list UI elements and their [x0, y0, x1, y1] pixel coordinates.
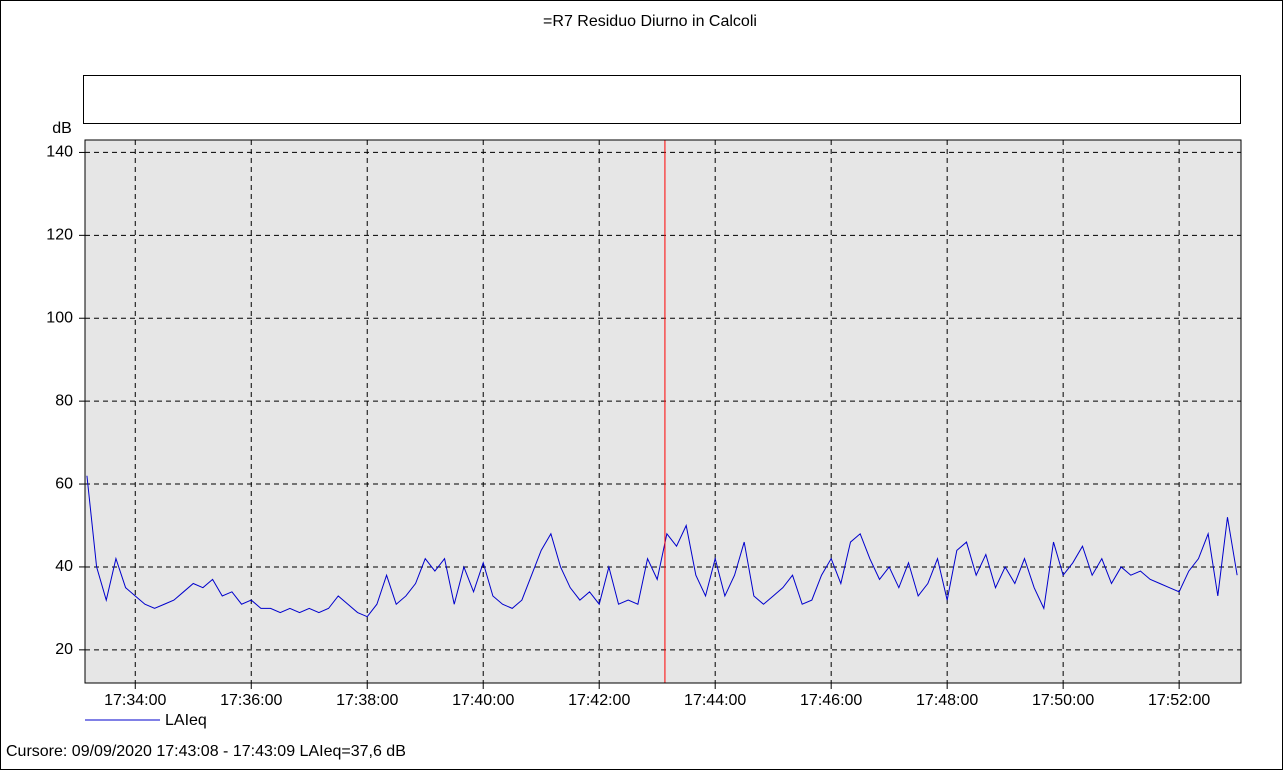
x-tick-label: 17:36:00 — [220, 692, 282, 709]
y-tick-label: 60 — [55, 475, 73, 492]
x-tick-label: 17:48:00 — [916, 692, 978, 709]
y-tick-label: 140 — [46, 144, 73, 161]
cursor-text: Cursore: 09/09/2020 17:43:08 - 17:43:09 … — [6, 743, 406, 760]
x-tick-label: 17:40:00 — [452, 692, 514, 709]
x-tick-label: 17:34:00 — [104, 692, 166, 709]
x-tick-label: 17:42:00 — [568, 692, 630, 709]
x-tick-label: 17:38:00 — [336, 692, 398, 709]
y-tick-label: 100 — [46, 309, 73, 326]
x-tick-label: 17:52:00 — [1148, 692, 1210, 709]
info-box — [83, 75, 1241, 124]
data-line — [86, 475, 1238, 618]
x-tick-label: 17:50:00 — [1032, 692, 1094, 709]
y-axis-label: dB — [52, 120, 72, 137]
y-tick-label: 120 — [46, 227, 73, 244]
plot-area — [84, 139, 1242, 684]
chart-title: =R7 Residuo Diurno in Calcoli — [543, 13, 757, 30]
x-tick-label: 17:44:00 — [684, 692, 746, 709]
y-tick-label: 20 — [55, 641, 73, 658]
plot-border — [84, 139, 1242, 684]
y-tick-label: 40 — [55, 558, 73, 575]
x-tick-label: 17:46:00 — [800, 692, 862, 709]
legend-label: LAIeq — [165, 712, 207, 729]
y-tick-label: 80 — [55, 392, 73, 409]
